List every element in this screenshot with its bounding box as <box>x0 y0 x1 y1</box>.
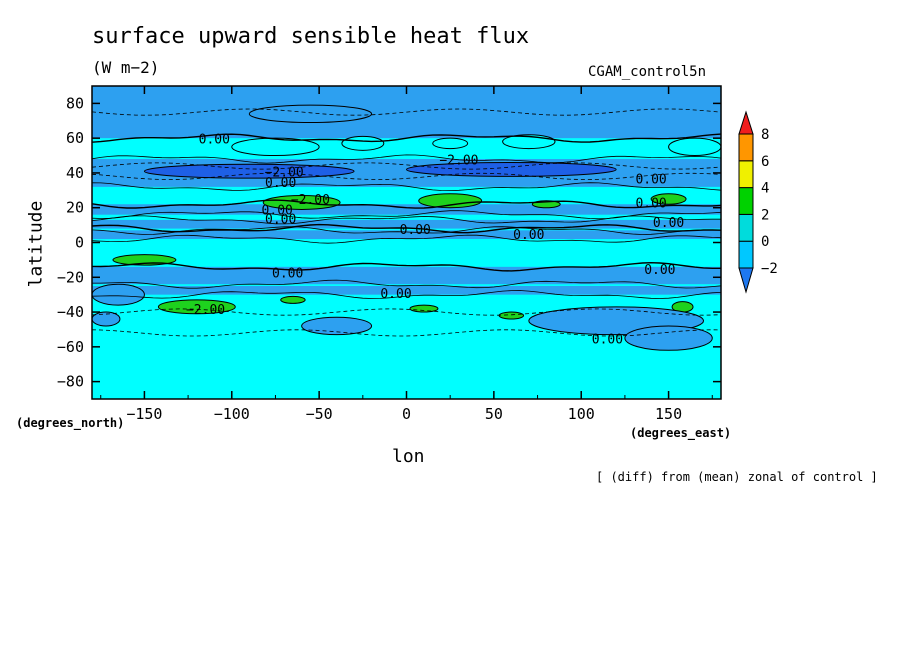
contour-line-negative <box>92 162 721 170</box>
field-patch <box>92 283 145 306</box>
plot-area <box>92 86 721 399</box>
x-tick-label: −150 <box>126 405 162 423</box>
y-tick-label: 80 <box>66 94 84 112</box>
contour-labels: 0.00−2.000.00−2.000.00−2.00 0.000.000.00 0… <box>186 132 684 347</box>
field-patch <box>341 135 385 151</box>
x-tick-label: 100 <box>568 405 595 423</box>
field-band <box>92 204 721 215</box>
y-tick-label: −40 <box>57 303 84 321</box>
colorbar-label: 6 <box>761 154 769 170</box>
contour-label: −2.00 <box>439 153 478 168</box>
y-tick-label: 60 <box>66 129 84 147</box>
y-axis-unit: (degrees_north) <box>16 416 125 430</box>
y-tick-label: −20 <box>57 268 84 286</box>
field-patch <box>498 311 525 320</box>
field-patch <box>406 162 617 177</box>
contour-line <box>92 234 721 244</box>
contour-label: −2.00 <box>291 193 330 208</box>
y-tick-label: 40 <box>66 164 84 182</box>
x-axis-unit: (degrees_east) <box>630 426 732 440</box>
colorbar-segment <box>738 213 754 242</box>
field-patch <box>668 137 721 157</box>
x-tick-label: 50 <box>485 405 503 423</box>
contour-label: 0.00 <box>272 266 303 281</box>
y-tick-label: 0 <box>75 234 84 252</box>
contour-line <box>92 290 721 299</box>
dataset-label: CGAM_control5n <box>588 64 707 80</box>
x-axis: −150 −100 −50 0 50 100 150 <box>100 86 713 423</box>
field-patch <box>432 137 469 150</box>
x-tick-label: 0 <box>402 405 411 423</box>
colorbar-segment <box>738 160 754 189</box>
contour-line-negative <box>92 308 721 316</box>
contour-label: 0.00 <box>635 197 666 212</box>
x-tick-label: −100 <box>214 405 250 423</box>
colorbar-label: 4 <box>761 181 769 197</box>
field-patch <box>409 304 439 313</box>
contour-line <box>92 226 721 235</box>
contour-line <box>92 133 721 143</box>
colorbar-label: 2 <box>761 207 769 223</box>
contour-label: 0.00 <box>653 216 684 231</box>
contour-line <box>92 261 721 272</box>
contour-line <box>92 223 721 234</box>
contour-line-negative <box>92 108 721 116</box>
contour-line <box>92 215 721 225</box>
colorbar-segment <box>738 187 754 215</box>
y-tick-label: −80 <box>57 373 84 391</box>
field-patch <box>418 193 483 209</box>
colorbar-label: 0 <box>761 234 769 250</box>
contour-label: 0.00 <box>265 212 296 227</box>
x-tick-label: −50 <box>306 405 333 423</box>
contour-line <box>92 182 721 192</box>
field-patch <box>280 295 306 304</box>
y-tick-label: −60 <box>57 338 84 356</box>
field-patch <box>650 193 687 205</box>
x-axis-label: lon <box>392 446 425 467</box>
contour-label: 0.00 <box>513 228 544 243</box>
contour-label: 0.00 <box>199 132 230 147</box>
contour-line <box>92 279 721 289</box>
field-patch <box>157 299 236 315</box>
contour-label: 0.00 <box>592 332 623 347</box>
contour-label: 0.00 <box>262 204 293 219</box>
contour-line-negative <box>92 172 721 180</box>
field-patch <box>248 104 373 124</box>
y-tick-label: 20 <box>66 199 84 217</box>
contour-label: 0.00 <box>635 172 666 187</box>
colorbar-label: −2 <box>761 261 778 277</box>
field-band <box>92 230 721 240</box>
colorbar-label: 8 <box>761 127 769 143</box>
colorbar-segment <box>738 133 754 162</box>
contour-label: 0.00 <box>380 287 411 302</box>
contour-label: 0.00 <box>644 263 675 278</box>
x-tick-label: 150 <box>655 405 682 423</box>
field-band <box>92 219 721 229</box>
contour-line <box>92 199 721 209</box>
field-patch <box>92 311 121 327</box>
colorbar-arrow-low <box>738 267 754 294</box>
footnote: [ (diff) from (mean) zonal of control ] <box>596 470 878 484</box>
field-patch <box>231 137 320 157</box>
colorbar-segment <box>738 240 754 269</box>
contour-label: −2.00 <box>265 165 304 180</box>
contour-label: 0.00 <box>265 176 296 191</box>
field-band <box>92 266 721 285</box>
contour-line-negative <box>92 329 721 337</box>
colorbar: −2 0 2 4 6 8 <box>738 110 778 294</box>
contour-label: 0.00 <box>400 223 431 238</box>
chart-title: surface upward sensible heat flux <box>92 24 530 49</box>
field-band <box>92 285 721 295</box>
contour-line <box>92 154 721 164</box>
contour-label: −2.00 <box>186 303 225 318</box>
field-patch <box>624 325 713 351</box>
y-axis: −80 −60 −40 −20 0 20 40 60 80 <box>57 94 721 391</box>
colorbar-arrow-high <box>738 110 754 135</box>
chart-units: (W m−2) <box>92 58 160 77</box>
